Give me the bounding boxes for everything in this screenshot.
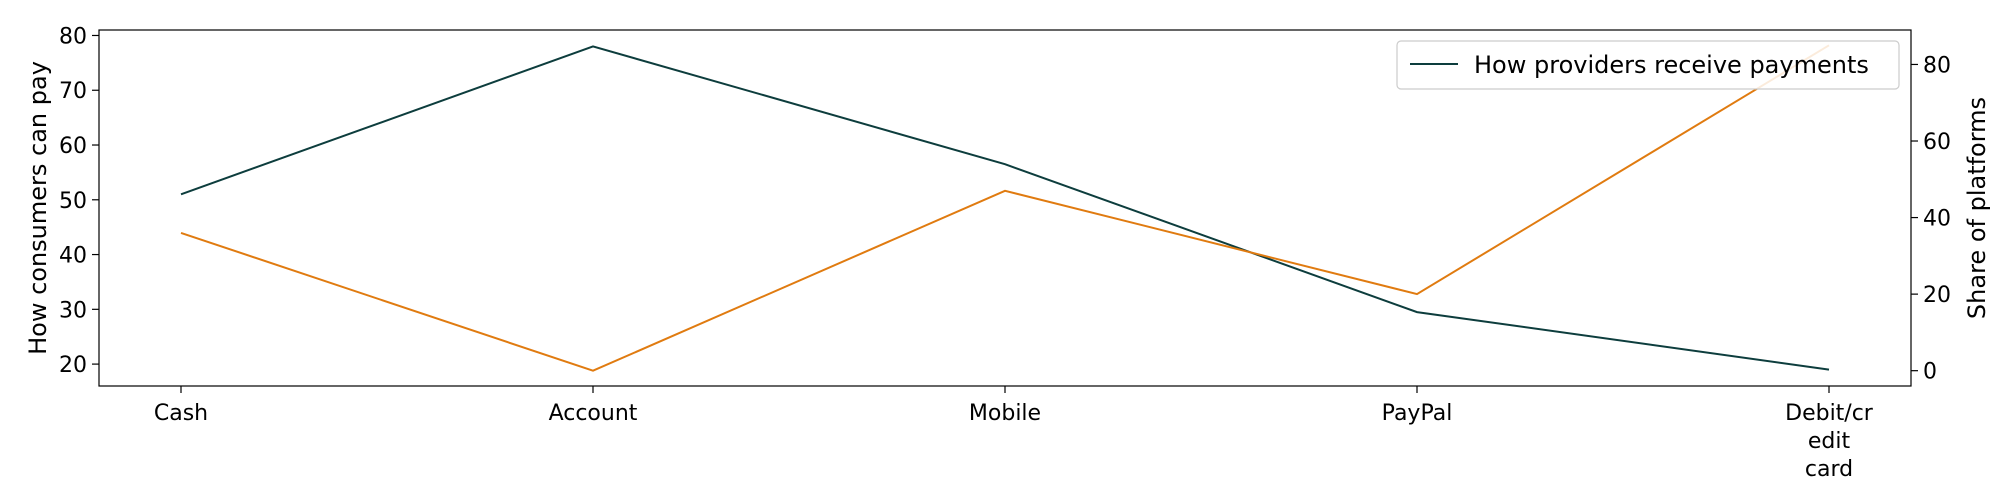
series-line-2 <box>180 44 1830 372</box>
x-axis-ticks: Cash Account Mobile PayPal Debit/cr edit card <box>154 386 1874 482</box>
legend: How providers receive payments <box>1396 40 1900 90</box>
y-right-tick-label: 60 <box>1923 130 1951 155</box>
legend-label: How providers receive payments <box>1474 51 1869 79</box>
x-tick-label: Debit/cr edit card <box>1785 401 1874 482</box>
y-right-tick-label: 0 <box>1923 360 1937 385</box>
y-left-tick-label: 20 <box>59 353 87 378</box>
y-left-tick-label: 60 <box>59 134 87 159</box>
series-layer <box>180 44 1830 372</box>
left-axis-ticks: 20 30 40 50 60 70 80 <box>59 24 99 378</box>
right-axis-ticks: 0 20 40 60 80 <box>1911 53 1951 385</box>
x-tick-label: Mobile <box>969 401 1041 426</box>
legend-box <box>1396 40 1900 90</box>
y-left-tick-label: 40 <box>59 244 87 269</box>
x-tick-label: PayPal <box>1382 401 1453 426</box>
y-right-tick-label: 80 <box>1923 53 1951 78</box>
series-line-1 <box>180 45 1830 371</box>
y-axis-right-title: Share of platforms <box>1963 97 1991 319</box>
y-left-tick-label: 80 <box>59 24 87 49</box>
y-left-tick-label: 50 <box>59 189 87 214</box>
y-left-tick-label: 70 <box>59 79 87 104</box>
y-axis-left-title: How consumers can pay <box>24 61 52 355</box>
y-right-tick-label: 40 <box>1923 207 1951 232</box>
y-left-tick-label: 30 <box>59 298 87 323</box>
x-tick-label: Account <box>549 401 638 426</box>
y-right-tick-label: 20 <box>1923 283 1951 308</box>
x-tick-label: Cash <box>154 401 208 426</box>
